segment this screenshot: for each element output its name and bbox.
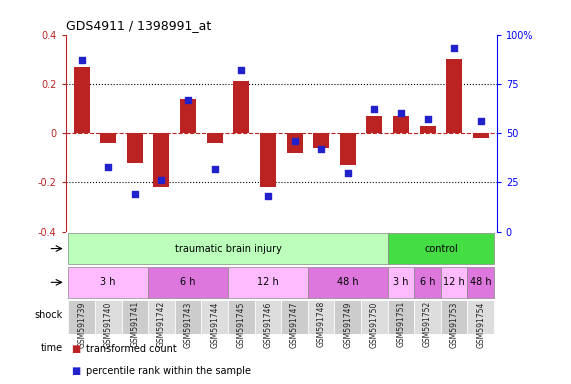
Bar <box>207 133 223 143</box>
Bar <box>335 300 361 334</box>
Text: GSM591744: GSM591744 <box>210 301 219 348</box>
Text: GSM591748: GSM591748 <box>317 301 325 348</box>
Bar <box>100 133 116 143</box>
Text: 6 h: 6 h <box>420 277 435 287</box>
Text: shock: shock <box>35 310 63 320</box>
Bar <box>69 267 148 298</box>
Bar <box>420 126 436 133</box>
Text: ■: ■ <box>71 366 81 376</box>
Bar <box>468 300 494 334</box>
Bar <box>74 66 90 133</box>
Bar <box>441 300 468 334</box>
Text: 6 h: 6 h <box>180 277 196 287</box>
Text: percentile rank within the sample: percentile rank within the sample <box>86 366 251 376</box>
Text: transformed count: transformed count <box>86 344 176 354</box>
Bar <box>122 300 148 334</box>
Bar <box>388 233 494 264</box>
Bar <box>69 300 95 334</box>
Text: GSM591741: GSM591741 <box>130 301 139 348</box>
Text: GSM591751: GSM591751 <box>396 301 405 348</box>
Text: GDS4911 / 1398991_at: GDS4911 / 1398991_at <box>66 19 211 32</box>
Bar <box>255 300 281 334</box>
Bar <box>367 116 383 133</box>
Text: 48 h: 48 h <box>470 277 492 287</box>
Point <box>316 146 325 152</box>
Bar <box>148 267 228 298</box>
Text: GSM591752: GSM591752 <box>423 301 432 348</box>
Text: 12 h: 12 h <box>443 277 465 287</box>
Text: GSM591746: GSM591746 <box>263 301 272 348</box>
Bar <box>234 81 250 133</box>
Text: 48 h: 48 h <box>337 277 359 287</box>
Bar <box>308 300 335 334</box>
Text: GSM591753: GSM591753 <box>450 301 459 348</box>
Bar <box>228 300 255 334</box>
Bar <box>148 300 175 334</box>
Text: 12 h: 12 h <box>257 277 279 287</box>
Bar <box>340 133 356 165</box>
Bar <box>95 300 122 334</box>
Bar <box>446 59 462 133</box>
Bar <box>281 300 308 334</box>
Point <box>237 67 246 73</box>
Text: GSM591742: GSM591742 <box>157 301 166 348</box>
Text: GSM591749: GSM591749 <box>343 301 352 348</box>
Bar <box>175 300 202 334</box>
Point <box>476 118 485 124</box>
Text: GSM591745: GSM591745 <box>237 301 246 348</box>
Bar <box>154 133 170 187</box>
Text: GSM591739: GSM591739 <box>77 301 86 348</box>
Point <box>290 138 299 144</box>
Point <box>343 169 352 175</box>
Text: ■: ■ <box>71 344 81 354</box>
Bar <box>393 116 409 133</box>
Point <box>396 110 405 116</box>
Bar <box>180 99 196 133</box>
Bar <box>287 133 303 153</box>
Point <box>370 106 379 113</box>
Bar <box>441 267 468 298</box>
Bar <box>388 300 415 334</box>
Point <box>183 96 192 103</box>
Text: time: time <box>41 343 63 353</box>
Point <box>104 164 113 170</box>
Point <box>263 193 272 199</box>
Bar <box>415 267 441 298</box>
Bar <box>69 233 388 264</box>
Bar <box>260 133 276 187</box>
Text: GSM591747: GSM591747 <box>290 301 299 348</box>
Text: control: control <box>424 243 458 253</box>
Bar <box>468 267 494 298</box>
Bar <box>361 300 388 334</box>
Text: GSM591740: GSM591740 <box>104 301 112 348</box>
Point <box>77 57 86 63</box>
Text: 3 h: 3 h <box>393 277 409 287</box>
Bar <box>388 267 415 298</box>
Bar <box>308 267 388 298</box>
Bar <box>473 133 489 138</box>
Point <box>423 116 432 122</box>
Text: GSM591754: GSM591754 <box>476 301 485 348</box>
Bar <box>127 133 143 163</box>
Point <box>130 191 139 197</box>
Point <box>210 166 219 172</box>
Text: 3 h: 3 h <box>100 277 116 287</box>
Bar <box>313 133 329 148</box>
Bar <box>228 267 308 298</box>
Text: GSM591743: GSM591743 <box>184 301 192 348</box>
Bar <box>202 300 228 334</box>
Text: traumatic brain injury: traumatic brain injury <box>175 243 282 253</box>
Point <box>449 45 459 51</box>
Text: GSM591750: GSM591750 <box>370 301 379 348</box>
Bar <box>415 300 441 334</box>
Point <box>157 177 166 184</box>
